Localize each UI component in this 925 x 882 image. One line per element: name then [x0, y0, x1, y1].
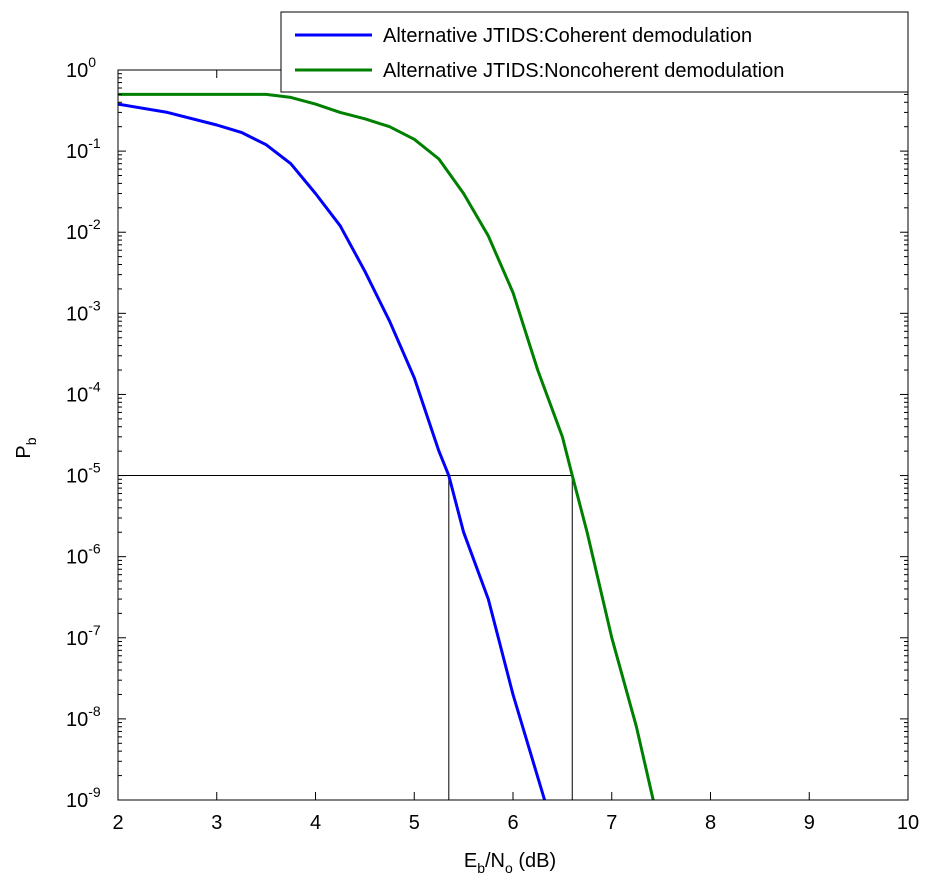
legend: Alternative JTIDS:Coherent demodulation …	[280, 11, 909, 93]
plot-area	[118, 70, 908, 800]
y-tick-label: 10-6	[66, 541, 101, 569]
y-axis-label: Pb	[13, 437, 39, 458]
y-tick-label: 10-4	[66, 378, 101, 406]
y-axis-ticks: 100 10-1 10-2 10-3 10-4 10-5 10-6 10-7 10-8 10-9	[66, 54, 908, 812]
y-tick-label: 100	[66, 54, 96, 82]
legend-label-noncoherent: Alternative JTIDS:Noncoherent demodulati…	[383, 60, 784, 82]
x-axis-label: Eb/No (dB)	[464, 850, 556, 876]
y-tick-label: 10-1	[66, 135, 101, 163]
x-tick-label: 2	[112, 812, 123, 834]
y-tick-label: 10-3	[66, 297, 101, 325]
y-tick-label: 10-7	[66, 622, 101, 650]
y-tick-label: 10-8	[66, 703, 101, 731]
y-tick-label: 10-9	[66, 784, 101, 812]
x-tick-label: 9	[804, 812, 815, 834]
x-tick-label: 7	[606, 812, 617, 834]
legend-label-coherent: Alternative JTIDS:Coherent demodulation	[383, 25, 752, 47]
y-tick-label: 10-2	[66, 216, 101, 244]
series-line-coherent	[117, 102, 547, 801]
reference-lines	[118, 475, 573, 800]
y-tick-label: 10-5	[66, 460, 101, 488]
series-group	[117, 92, 655, 801]
x-tick-label: 10	[897, 812, 919, 834]
series-line-noncoherent	[118, 92, 655, 801]
x-tick-label: 3	[211, 812, 222, 834]
x-tick-label: 4	[310, 812, 321, 834]
x-tick-label: 5	[409, 812, 420, 834]
legend-box	[280, 11, 909, 93]
x-tick-label: 6	[507, 812, 518, 834]
x-tick-label: 8	[705, 812, 716, 834]
